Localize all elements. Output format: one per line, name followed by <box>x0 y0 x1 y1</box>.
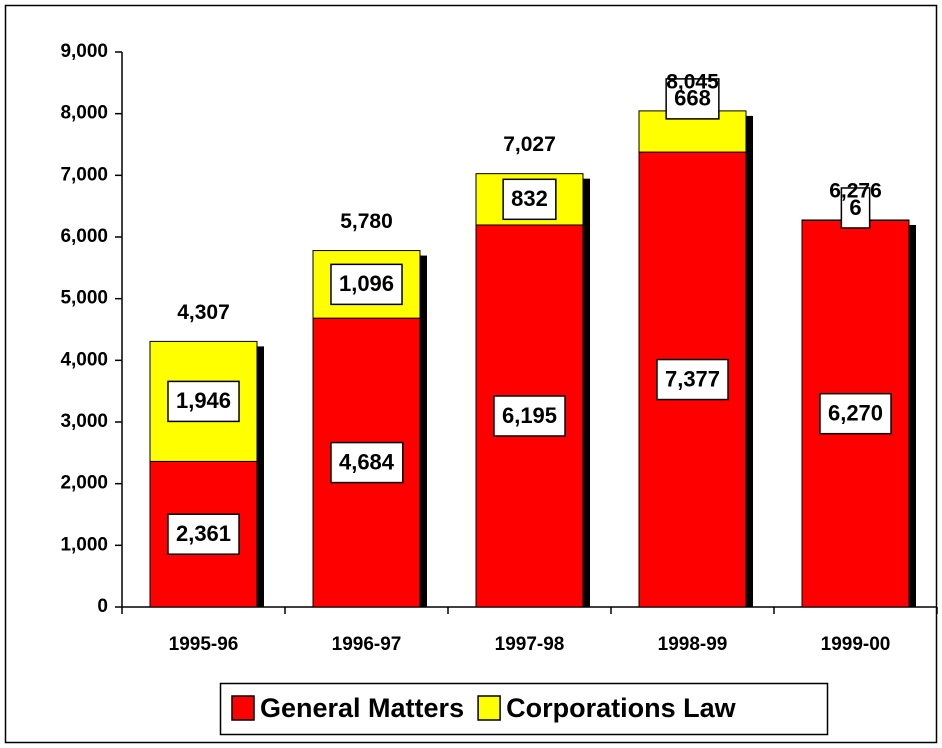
value-label: 7,377 <box>665 366 720 391</box>
legend-box <box>219 682 829 736</box>
value-label: 2,361 <box>176 521 231 546</box>
value-label: 6,195 <box>502 403 557 428</box>
chart-border <box>4 4 938 744</box>
value-label: 668 <box>674 86 711 111</box>
value-label-box <box>330 441 404 484</box>
y-tick-label: 3,000 <box>60 411 108 432</box>
y-tick-label: 0 <box>97 596 108 617</box>
legend-swatch <box>231 695 255 721</box>
total-label: 6,276 <box>829 180 882 203</box>
legend-label: Corporations Law <box>506 693 737 723</box>
x-tick-label: 1997-98 <box>495 634 565 655</box>
y-tick-label: 6,000 <box>60 226 108 247</box>
value-label: 4,684 <box>339 449 395 474</box>
y-tick-label: 5,000 <box>60 288 108 309</box>
value-label: 1,946 <box>176 388 231 413</box>
total-label: 8,045 <box>666 70 719 93</box>
y-tick-label: 1,000 <box>60 534 108 555</box>
value-label: 832 <box>511 186 548 211</box>
x-tick-label: 1998-99 <box>658 634 728 655</box>
total-label: 7,027 <box>503 133 556 156</box>
value-label: 1,096 <box>339 271 394 296</box>
value-label-box <box>840 187 871 229</box>
value-label-box <box>167 380 240 423</box>
legend-label: General Matters <box>260 693 464 723</box>
value-label-box <box>330 263 403 306</box>
x-tick-label: 1996-97 <box>332 634 402 655</box>
value-label-box <box>502 178 557 221</box>
value-label-box <box>656 358 729 401</box>
total-label: 4,307 <box>177 301 230 324</box>
y-tick-label: 8,000 <box>60 103 108 124</box>
value-label-box <box>493 395 566 437</box>
total-label: 5,780 <box>340 210 393 233</box>
y-tick-label: 2,000 <box>60 473 108 494</box>
value-label: 6 <box>849 195 861 220</box>
y-tick-label: 7,000 <box>60 164 108 185</box>
y-tick-label: 4,000 <box>60 349 108 370</box>
x-tick-label: 1999-00 <box>821 634 891 655</box>
value-label-box <box>167 513 240 555</box>
value-label: 6,270 <box>828 400 883 425</box>
legend-swatch <box>477 695 501 721</box>
x-tick-label: 1995-96 <box>169 634 239 655</box>
y-tick-label: 9,000 <box>60 41 108 62</box>
value-label-box <box>819 392 892 435</box>
value-label-box <box>665 78 720 120</box>
